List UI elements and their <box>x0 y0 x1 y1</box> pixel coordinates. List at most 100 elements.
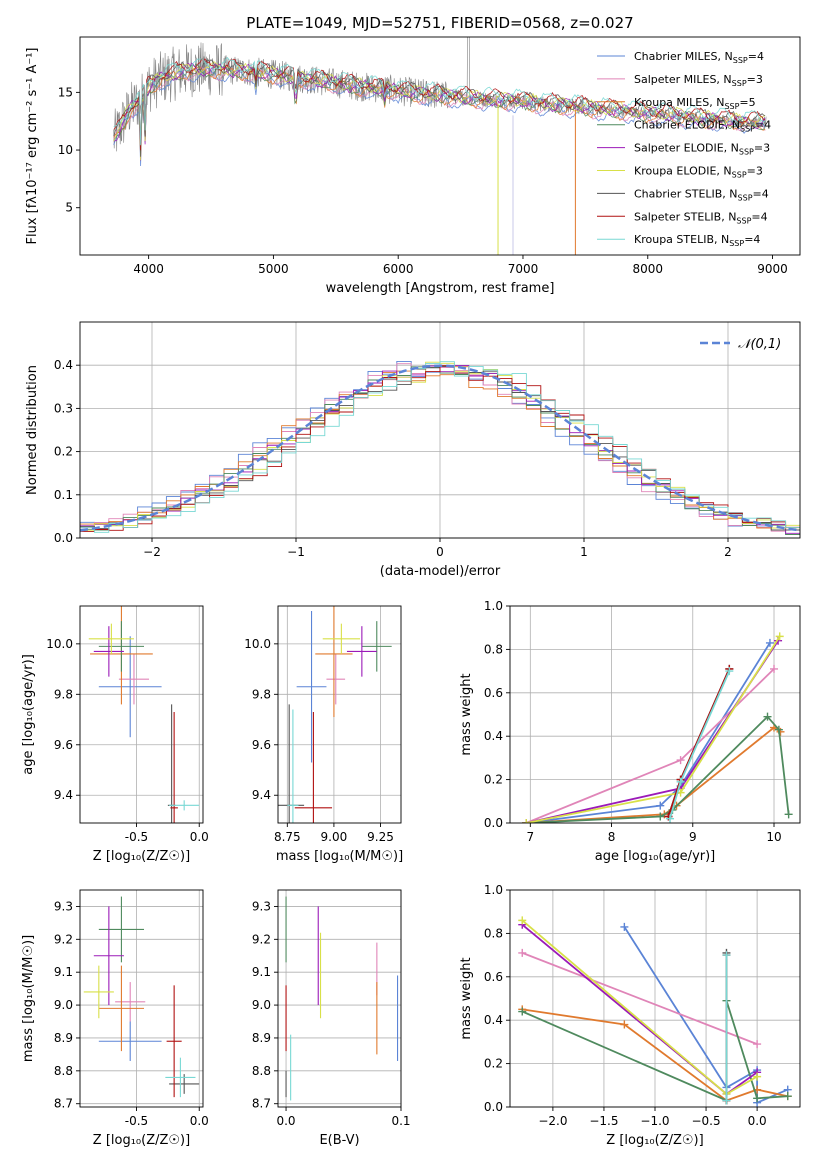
errorbar-point <box>170 711 178 823</box>
errorbar-point <box>326 653 346 705</box>
weight-marker <box>770 664 779 673</box>
y-tick-label: 9.8 <box>252 687 271 701</box>
y-axis-label: Flux [fλ10⁻¹⁷ erg cm⁻² s⁻¹ A⁻¹] <box>25 48 40 245</box>
y-tick-label: 9.6 <box>252 738 271 752</box>
normal-reference-curve <box>80 364 800 532</box>
y-axis-label: Normed distribution <box>25 365 40 495</box>
weight-marker <box>753 1094 762 1103</box>
legend-label-tail: =4 <box>755 119 771 132</box>
residual-histogram-2 <box>80 366 800 529</box>
legend-label-main: Kroupa STELIB, N <box>634 233 729 246</box>
errorbar-point <box>98 636 162 738</box>
ticks-age_vs_Z: -0.5 0.0 9.4 9.6 9.8 10.0 <box>46 637 209 844</box>
legend-label-main: Chabrier MILES, N <box>634 50 733 63</box>
y-tick-label: 9.4 <box>54 788 73 802</box>
errorbar-point <box>98 621 145 672</box>
legend-label-sub: SSP <box>739 148 754 157</box>
y-tick-label: 9.4 <box>252 788 271 802</box>
panel-weight_vs_age: 7 8 9 10 0.0 0.2 0.4 0.6 0.8 1.0 age [log₁₀(age/yr… <box>459 599 801 864</box>
legend-label-sub: SSP <box>729 239 744 248</box>
axes-frame <box>277 605 402 824</box>
legend-label-tail: =4 <box>748 50 764 63</box>
legend-label: Kroupa STELIB, NSSP=4 <box>634 233 760 248</box>
x-axis-label: Z [log₁₀(Z/Z☉)] <box>93 1133 190 1148</box>
x-tick-label: 0.0 <box>190 830 209 844</box>
y-tick-label: 0.3 <box>54 401 73 415</box>
y-tick-label: 9.2 <box>54 932 73 946</box>
legend-label-tail: =4 <box>744 233 760 246</box>
errorbar-point <box>98 1021 162 1061</box>
data-mass_vs_ebv <box>285 896 399 1101</box>
y-tick-label: 10 <box>58 143 73 157</box>
model-spectrum-4 <box>113 62 766 161</box>
weight-line-3 <box>526 715 790 823</box>
y-tick-label: 9.0 <box>54 998 73 1012</box>
data-age_vs_mass <box>278 606 392 823</box>
model-spectrum-7 <box>113 58 766 151</box>
y-tick-label: 0.4 <box>484 729 503 743</box>
errorbar-point <box>322 623 360 654</box>
y-tick-label: 10.0 <box>46 637 73 651</box>
weight-marker <box>753 1072 762 1081</box>
legend-label: Salpeter STELIB, NSSP=4 <box>634 210 768 225</box>
errorbar-point <box>294 711 333 823</box>
x-axis-label: Z [log₁₀(Z/Z☉)] <box>606 1133 703 1148</box>
x-tick-label: 7000 <box>508 262 539 276</box>
weight-line-0 <box>526 642 771 823</box>
errorbar-point <box>88 623 134 654</box>
errorbar-point <box>287 709 299 823</box>
x-axis-label: age [log₁₀(age/yr)] <box>595 849 716 864</box>
data-age_vs_Z <box>88 606 200 823</box>
legend-label-sub: SSP <box>732 79 747 88</box>
grid-age_vs_Z <box>80 606 203 823</box>
y-tick-label: 9.8 <box>54 687 73 701</box>
weight-marker <box>656 801 665 810</box>
panel-residuals: −2 −1 0 1 2 0.0 0.1 0.2 0.3 0.4 (data-model)/error… <box>25 321 801 579</box>
axes-frame <box>277 889 402 1108</box>
y-tick-label: 1.0 <box>484 599 503 613</box>
errorbar-point <box>93 906 124 1006</box>
axes-frame <box>79 889 204 1108</box>
errorbar-point <box>83 965 114 1019</box>
legend-label-sub: SSP <box>733 56 748 65</box>
x-tick-label: 5000 <box>258 262 289 276</box>
y-tick-label: 15 <box>58 85 73 99</box>
x-tick-label: 2 <box>724 545 732 559</box>
ticks-weight_vs_age: 7 8 9 10 0.0 0.2 0.4 0.6 0.8 1.0 <box>484 599 782 844</box>
weight-marker <box>620 1020 629 1029</box>
weight-marker <box>656 812 665 821</box>
errorbar-point <box>169 800 200 811</box>
x-axis-label: wavelength [Angstrom, rest frame] <box>326 281 555 296</box>
x-tick-label: 8 <box>608 830 616 844</box>
model-spectrum-1 <box>113 65 766 158</box>
x-tick-label: 9 <box>689 830 697 844</box>
y-tick-label: 5 <box>65 201 73 215</box>
axes-frame <box>79 36 801 256</box>
weight-marker <box>666 814 675 823</box>
errorbar-point <box>361 621 392 672</box>
legend-label-main: Salpeter MILES, N <box>634 73 732 86</box>
errorbar-point <box>346 626 377 677</box>
errorbar-point <box>93 626 124 677</box>
y-tick-label: 8.8 <box>252 1064 271 1078</box>
legend-label-tail: =3 <box>754 142 770 155</box>
legend-label-main: Kroupa MILES, N <box>634 96 724 109</box>
legend-label: Kroupa ELODIE, NSSP=3 <box>634 165 763 180</box>
axes-frame <box>79 321 801 539</box>
y-axis-label: mass weight <box>459 673 474 755</box>
legend-label-tail: =3 <box>747 165 763 178</box>
errorbar-point <box>98 896 145 963</box>
legend-label: Chabrier MILES, NSSP=4 <box>634 50 764 65</box>
weight-marker <box>725 667 734 676</box>
legend-label-main: Kroupa ELODIE, N <box>634 165 732 178</box>
errorbar-point <box>166 985 182 1098</box>
y-tick-label: 0.1 <box>54 488 73 502</box>
x-tick-label: 7 <box>526 830 534 844</box>
legend-label: 𝒩(0,1) <box>738 337 781 352</box>
weight-marker <box>774 725 783 734</box>
legend-label: Salpeter MILES, NSSP=3 <box>634 73 763 88</box>
axes-frame <box>79 605 204 824</box>
y-tick-label: 0.2 <box>484 773 503 787</box>
